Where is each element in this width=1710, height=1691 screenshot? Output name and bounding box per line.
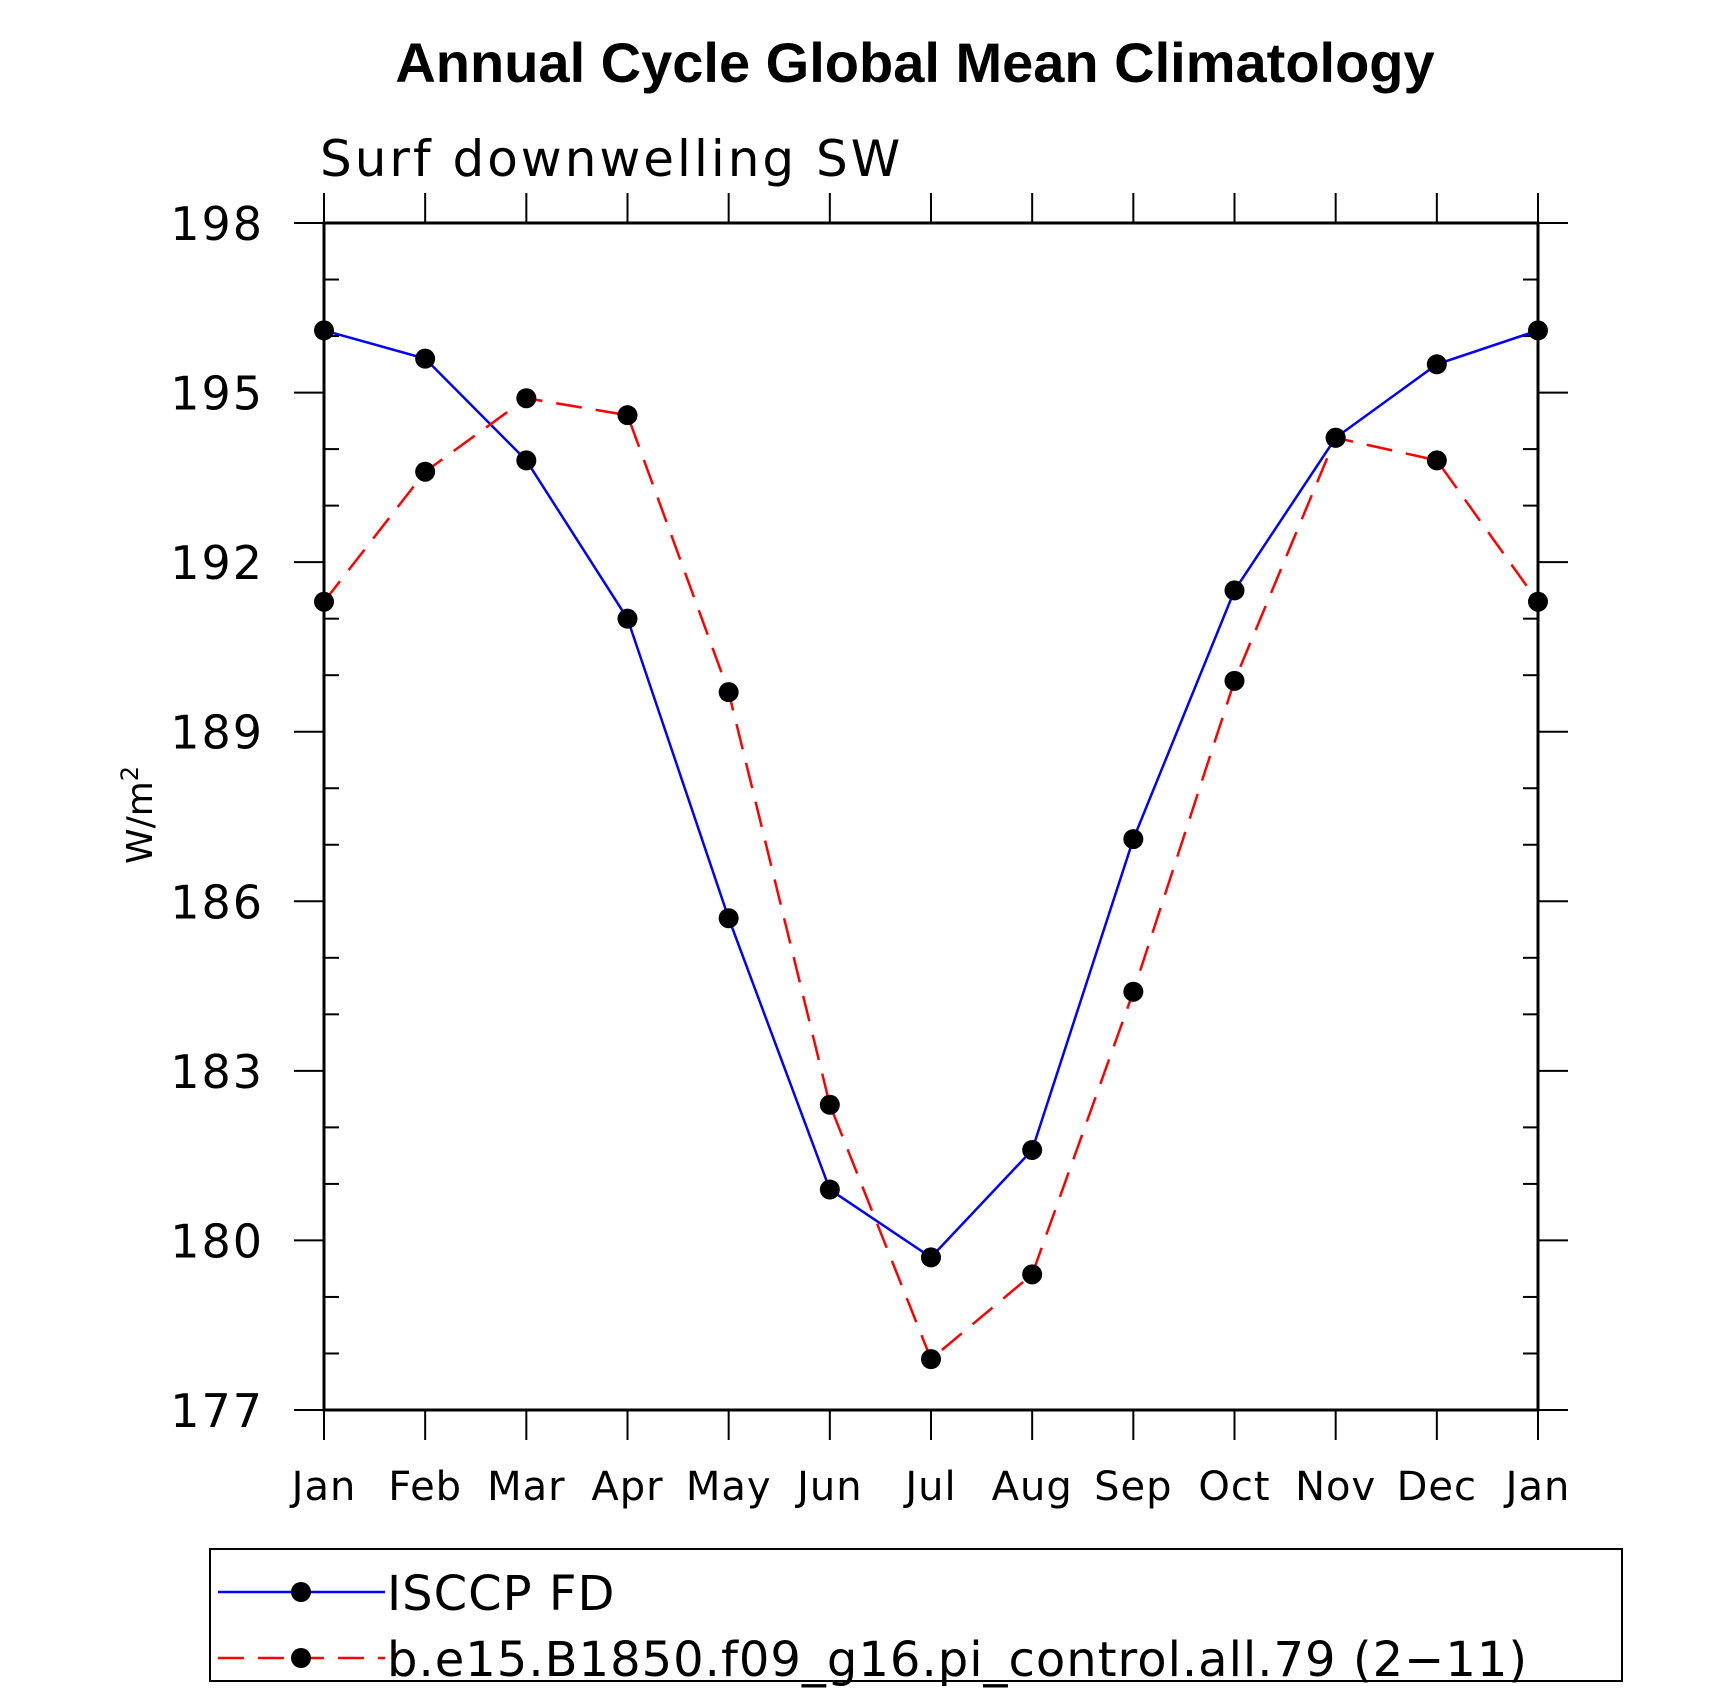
axis-ticks [294,193,1568,1440]
x-tick-label: Jan [289,1464,357,1510]
series-1-point [718,682,739,703]
series-1-point [1022,1264,1043,1285]
series-1-point [617,405,638,426]
legend-marker-1 [291,1648,311,1668]
series-1-point [415,461,436,482]
series-0-point [819,1179,840,1200]
chart-subtitle: Surf downwelling SW [320,130,903,188]
y-tick-label: 183 [170,1045,264,1099]
series-1-point [1123,981,1144,1002]
x-tick-label: Aug [992,1464,1073,1510]
y-axis-label: W/m2 [116,766,161,864]
y-tick-label: 189 [170,706,264,760]
series-1-point [1224,670,1245,691]
x-tick-label: Apr [591,1464,663,1510]
series-1-point [516,388,537,409]
series-line-1 [323,396,1540,1362]
y-axis-label-superscript: 2 [116,766,144,781]
plot-frame [322,221,1540,1412]
legend: ISCCP FD b.e15.B1850.f09_g16.pi_control.a… [209,1548,1623,1688]
series-0-point [1022,1139,1043,1160]
series-line-0 [323,329,1539,1260]
y-tick-label: 192 [170,536,264,590]
series-0-point [1224,580,1245,601]
series-0-point [1426,354,1447,375]
legend-label-1: b.e15.B1850.f09_g16.pi_control.all.79 (2… [387,1632,1528,1688]
x-tick-labels: Jan Feb Mar Apr May Jun Jul Aug Sep Oct Nov Dec Jan [289,1464,1571,1510]
legend-box [209,1548,1623,1682]
x-tick-label: Oct [1198,1464,1270,1510]
x-tick-label: Jul [902,1464,956,1510]
x-tick-label: Mar [487,1464,565,1510]
y-tick-label: 177 [170,1384,264,1438]
series-0-point [314,320,334,341]
y-tick-label: 186 [170,875,264,929]
x-tick-label: Feb [388,1464,462,1510]
series-1-point [1426,450,1447,471]
series-0-point [921,1247,941,1268]
legend-items: ISCCP FD b.e15.B1850.f09_g16.pi_control.a… [218,1566,1528,1688]
series-1-point [819,1094,840,1115]
legend-label-0: ISCCP FD [387,1566,615,1622]
series-1-point [1325,427,1346,448]
y-tick-labels: 177 180 183 186 189 192 195 198 [170,197,264,1438]
series-0-point [718,908,739,929]
series-0-point [617,608,638,629]
series-0-point [516,450,537,471]
x-tick-label: Sep [1094,1464,1172,1510]
x-tick-label: May [686,1464,772,1510]
x-tick-label: Jun [794,1464,863,1510]
chart-title: Annual Cycle Global Mean Climatology [395,31,1434,94]
x-tick-label: Jan [1503,1464,1571,1510]
series-1-point [1528,591,1548,612]
series-1-point [314,591,334,612]
x-tick-label: Nov [1295,1464,1376,1510]
y-tick-label: 198 [170,197,264,251]
series-0-point [415,348,436,369]
y-tick-label: 195 [170,367,264,421]
x-tick-label: Dec [1397,1464,1477,1510]
series-layer [314,320,1548,1370]
y-tick-label: 180 [170,1214,264,1268]
series-0-point [1528,320,1548,341]
legend-marker-0 [291,1582,311,1602]
series-0-point [1123,829,1144,850]
y-axis-label-unit: W/m [120,781,161,864]
series-1-point [921,1349,941,1370]
